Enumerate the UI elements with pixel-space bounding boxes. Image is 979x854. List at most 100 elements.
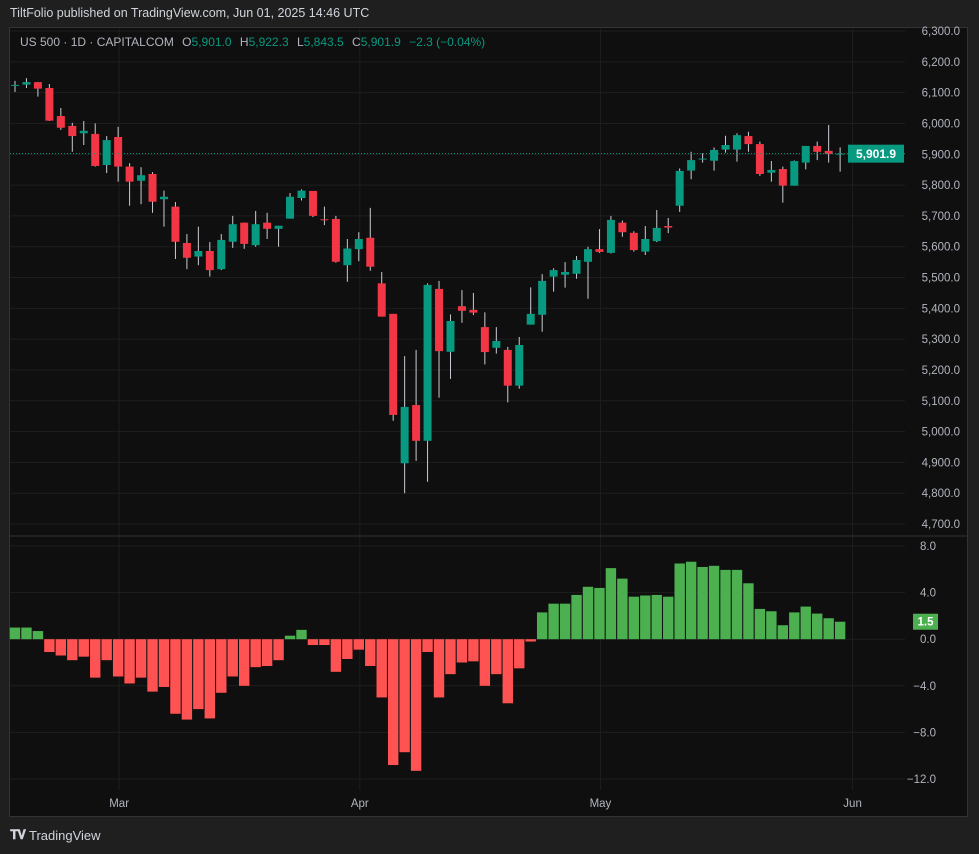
candle[interactable] xyxy=(354,232,363,262)
candle[interactable] xyxy=(182,234,191,270)
candle[interactable] xyxy=(125,163,134,206)
candle-body xyxy=(641,238,650,252)
candle-body xyxy=(423,284,432,441)
candle-body xyxy=(549,270,558,277)
candle[interactable] xyxy=(389,313,398,421)
histogram-bar xyxy=(525,639,536,642)
candle[interactable] xyxy=(79,120,88,146)
candle[interactable] xyxy=(400,356,409,494)
candle[interactable] xyxy=(572,255,581,279)
close-value: 5,901.9 xyxy=(360,35,401,49)
histogram-bar xyxy=(158,639,170,687)
candle[interactable] xyxy=(687,151,696,180)
candle[interactable] xyxy=(91,123,100,167)
candle[interactable] xyxy=(664,218,673,234)
candle[interactable] xyxy=(652,210,661,243)
candle[interactable] xyxy=(56,108,65,130)
candle[interactable] xyxy=(45,83,54,121)
candle[interactable] xyxy=(240,222,249,249)
histogram-bar xyxy=(55,639,67,656)
candle[interactable] xyxy=(549,268,558,292)
candle[interactable] xyxy=(205,242,214,277)
histogram-bar xyxy=(800,606,811,640)
candle[interactable] xyxy=(435,280,444,398)
candle[interactable] xyxy=(526,287,535,325)
candle[interactable] xyxy=(778,166,787,203)
candle[interactable] xyxy=(698,153,707,163)
candle[interactable] xyxy=(538,274,547,332)
candle[interactable] xyxy=(320,206,329,226)
candle-body xyxy=(469,309,478,313)
candle[interactable] xyxy=(801,145,810,170)
candle[interactable] xyxy=(584,246,592,299)
candle[interactable] xyxy=(377,271,386,317)
candle[interactable] xyxy=(331,215,340,263)
candle[interactable] xyxy=(308,190,317,218)
candle[interactable] xyxy=(790,160,799,186)
candle[interactable] xyxy=(744,131,753,152)
price-axis[interactable]: 6,300.0 6,200.0 6,100.0 6,000.0 5,900.0 5,800… xyxy=(922,26,960,531)
candle[interactable] xyxy=(159,190,168,227)
candle[interactable] xyxy=(824,124,833,163)
histogram-bar xyxy=(812,613,823,640)
candle[interactable] xyxy=(11,80,19,93)
candle[interactable] xyxy=(423,283,432,482)
histogram-bar xyxy=(250,639,261,668)
indicator-axis[interactable]: 8.0 4.0 0.0 −4.0 −8.0 −12.0 xyxy=(907,541,936,786)
candle[interactable] xyxy=(606,215,615,254)
candle[interactable] xyxy=(217,234,226,271)
candle[interactable] xyxy=(515,336,524,389)
candle[interactable] xyxy=(618,220,627,237)
candle[interactable] xyxy=(114,126,123,182)
histogram-bar xyxy=(559,603,571,640)
symbol-legend[interactable]: US 500 · 1D · CAPITALCOM O5,901.0 H5,922… xyxy=(20,35,485,49)
candle[interactable] xyxy=(836,147,845,172)
candle[interactable] xyxy=(366,207,375,271)
candle[interactable] xyxy=(297,189,306,201)
candle[interactable] xyxy=(595,229,604,253)
candle[interactable] xyxy=(767,161,776,182)
histogram-bar xyxy=(376,639,387,698)
candle[interactable] xyxy=(286,193,295,219)
candle[interactable] xyxy=(343,238,352,282)
candle-body xyxy=(698,158,707,160)
candle[interactable] xyxy=(561,262,570,288)
candle[interactable] xyxy=(274,225,283,247)
candle[interactable] xyxy=(446,314,455,379)
candle-body xyxy=(68,125,77,137)
candle[interactable] xyxy=(33,81,42,97)
candle[interactable] xyxy=(263,212,272,239)
candle[interactable] xyxy=(228,215,237,248)
candle[interactable] xyxy=(641,226,650,256)
candle[interactable] xyxy=(629,231,638,252)
histogram-bar xyxy=(273,639,284,661)
candle[interactable] xyxy=(710,147,719,171)
time-axis[interactable]: Mar Apr May Jun xyxy=(109,798,862,810)
candle[interactable] xyxy=(492,327,501,354)
candle[interactable] xyxy=(721,135,730,153)
candle[interactable] xyxy=(137,167,146,205)
candle-body xyxy=(606,219,615,253)
candle[interactable] xyxy=(503,346,512,403)
histogram-bar xyxy=(319,639,330,646)
candle[interactable] xyxy=(22,78,31,89)
candle[interactable] xyxy=(813,141,822,161)
candle[interactable] xyxy=(251,210,260,247)
candle[interactable] xyxy=(675,168,684,212)
candle[interactable] xyxy=(755,141,764,176)
candle-body xyxy=(331,218,340,262)
candle[interactable] xyxy=(457,290,466,323)
candle[interactable] xyxy=(102,136,111,174)
histogram-bar xyxy=(261,639,273,666)
candle[interactable] xyxy=(171,202,180,260)
candle[interactable] xyxy=(469,292,478,316)
candle[interactable] xyxy=(412,349,421,461)
candle[interactable] xyxy=(68,122,77,152)
tradingview-logo[interactable]: 𝐓𝐕 TradingView xyxy=(10,827,101,843)
candle[interactable] xyxy=(732,133,741,162)
candle[interactable] xyxy=(480,312,489,365)
candle[interactable] xyxy=(148,172,157,213)
candle[interactable] xyxy=(194,226,203,266)
candle-body xyxy=(721,145,730,150)
